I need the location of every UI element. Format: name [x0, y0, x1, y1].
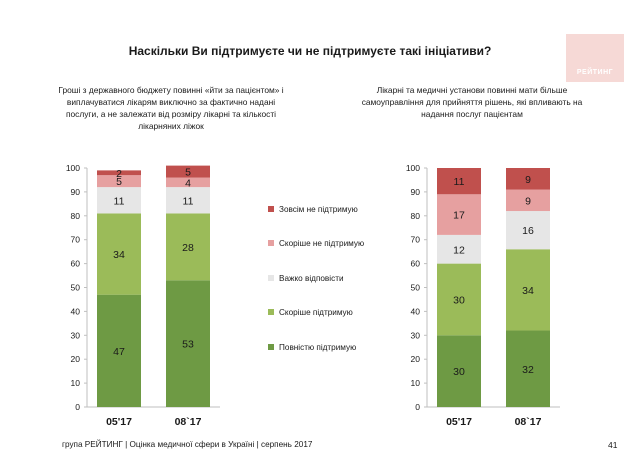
- y-tick-label: 40: [71, 306, 81, 316]
- y-tick-label: 70: [411, 235, 421, 245]
- y-tick-label: 60: [71, 259, 81, 269]
- data-label: 9: [525, 174, 531, 186]
- y-tick-label: 90: [71, 187, 81, 197]
- bar-segment: [506, 211, 550, 250]
- logo-text: РЕЙТИНГ: [576, 69, 614, 76]
- legend-item: Скоріше не підтримую: [268, 238, 364, 250]
- bar-segment: [506, 168, 550, 190]
- bar-segment: [97, 170, 141, 176]
- category-label: 05'17: [446, 416, 472, 428]
- y-tick-label: 70: [71, 235, 81, 245]
- chart-right-subtitle: Лікарні та медичні установи повинні мати…: [361, 85, 583, 119]
- bar-segment: [97, 294, 141, 407]
- bar-segment: [437, 194, 481, 235]
- y-tick-label: 20: [71, 354, 81, 364]
- legend-swatch: [268, 240, 274, 246]
- y-tick-label: 10: [71, 378, 81, 388]
- legend-item: Важко відповісти: [268, 273, 344, 285]
- rating-logo: РЕЙТИНГ: [566, 34, 624, 82]
- data-label: 34: [113, 249, 125, 261]
- legend-label: Скоріше не підтримую: [279, 239, 365, 248]
- bar-segment: [166, 177, 210, 188]
- bar-segment: [166, 187, 210, 214]
- y-tick-label: 40: [411, 306, 421, 316]
- legend-item: Скоріше підтримую: [268, 307, 353, 319]
- data-label: 30: [453, 294, 465, 306]
- y-tick-label: 80: [71, 211, 81, 221]
- y-tick-label: 100: [66, 163, 80, 173]
- bar-segment: [97, 187, 141, 214]
- legend-swatch: [268, 344, 274, 350]
- data-label: 9: [525, 195, 531, 207]
- bar-segment: [166, 280, 210, 407]
- data-label: 47: [113, 346, 125, 358]
- data-label: 11: [454, 176, 465, 188]
- data-label: 28: [182, 242, 194, 254]
- footer-text: група РЕЙТИНГ | Оцінка медичної сфери в …: [62, 440, 313, 449]
- data-label: 16: [522, 225, 534, 237]
- data-label: 5: [185, 167, 191, 179]
- legend-swatch: [268, 206, 274, 212]
- category-label: 08`17: [515, 416, 542, 428]
- bar-segment: [506, 189, 550, 212]
- y-tick-label: 30: [71, 330, 81, 340]
- legend-item: Зовсім не підтримую: [268, 204, 358, 216]
- bar-segment: [97, 175, 141, 188]
- category-label: 05'17: [106, 416, 132, 428]
- data-label: 32: [522, 364, 534, 376]
- data-label: 5: [116, 176, 122, 188]
- data-label: 11: [183, 195, 194, 207]
- y-tick-label: 0: [415, 402, 420, 412]
- bar-segment: [166, 165, 210, 178]
- data-label: 12: [453, 244, 465, 256]
- y-tick-label: 80: [411, 211, 421, 221]
- y-tick-label: 100: [406, 163, 420, 173]
- bar-segment: [506, 249, 550, 331]
- y-tick-label: 30: [411, 330, 421, 340]
- bar-segment: [437, 263, 481, 336]
- legend-label: Повністю підтримую: [279, 343, 357, 352]
- y-tick-label: 20: [411, 354, 421, 364]
- category-label: 08`17: [175, 416, 202, 428]
- data-label: 4: [185, 177, 191, 189]
- data-label: 17: [453, 210, 465, 222]
- legend-item: Повністю підтримую: [268, 342, 356, 354]
- legend-label: Скоріше підтримую: [279, 308, 353, 317]
- bar-segment: [97, 213, 141, 295]
- chart-left-subtitle: Гроші з державного бюджету повинні «йти …: [58, 85, 284, 131]
- data-label: 53: [182, 339, 194, 351]
- bar-segment: [166, 213, 210, 281]
- page-number: 41: [608, 440, 618, 450]
- legend-swatch: [268, 275, 274, 281]
- bar-segment: [506, 330, 550, 407]
- data-label: 2: [116, 168, 122, 180]
- slide-title: Наскільки Ви підтримуєте чи не підтримує…: [128, 44, 492, 58]
- y-tick-label: 50: [411, 283, 421, 293]
- data-label: 11: [114, 195, 125, 207]
- bar-segment: [437, 168, 481, 195]
- legend-swatch: [268, 309, 274, 315]
- data-label: 30: [453, 366, 465, 378]
- legend-label: Важко відповісти: [279, 274, 344, 283]
- data-label: 34: [522, 285, 534, 297]
- legend-label: Зовсім не підтримую: [279, 205, 358, 214]
- y-tick-label: 10: [411, 378, 421, 388]
- y-tick-label: 0: [75, 402, 80, 412]
- bar-segment: [437, 335, 481, 407]
- bar-segment: [437, 234, 481, 264]
- y-tick-label: 90: [411, 187, 421, 197]
- y-tick-label: 50: [71, 283, 81, 293]
- y-tick-label: 60: [411, 259, 421, 269]
